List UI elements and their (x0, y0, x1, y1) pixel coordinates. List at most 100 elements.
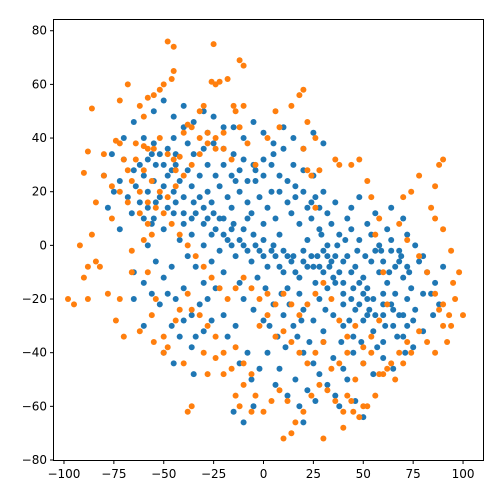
data-point (344, 253, 351, 260)
data-point (172, 167, 179, 174)
data-point (250, 119, 257, 125)
data-point (416, 258, 423, 265)
data-point (184, 253, 191, 260)
data-point (228, 242, 235, 249)
data-point (200, 242, 207, 249)
data-point (350, 349, 357, 356)
data-point (388, 360, 395, 367)
data-point (132, 156, 139, 163)
data-point (366, 306, 373, 313)
data-point (204, 215, 211, 222)
data-point (360, 344, 367, 351)
data-point (84, 263, 91, 270)
data-point (184, 290, 191, 297)
data-point (200, 220, 207, 227)
data-point (340, 279, 347, 286)
data-point (360, 317, 367, 324)
data-point (212, 172, 219, 179)
data-point (344, 376, 351, 383)
data-point (358, 339, 365, 345)
data-point (144, 242, 151, 249)
data-point (456, 269, 463, 276)
x-tick-label: 50 (356, 467, 371, 481)
data-point (156, 135, 163, 141)
data-point (216, 285, 223, 292)
data-point (180, 172, 187, 179)
data-point (326, 263, 333, 270)
data-point (304, 263, 311, 270)
data-point (200, 349, 207, 356)
data-point (300, 86, 307, 93)
data-point (250, 306, 257, 313)
data-point (308, 253, 315, 260)
data-point (196, 151, 203, 158)
data-point (144, 199, 151, 206)
data-point (172, 183, 179, 190)
data-point (348, 226, 355, 233)
data-point (92, 199, 99, 206)
data-point (170, 188, 177, 195)
data-point (240, 274, 247, 281)
data-point (332, 398, 339, 404)
x-tick-label: −50 (151, 467, 176, 481)
data-point (192, 253, 199, 260)
data-point (192, 333, 199, 340)
data-point (160, 226, 167, 233)
data-point (296, 312, 303, 319)
data-point (328, 365, 335, 372)
data-point (124, 194, 131, 201)
data-point (332, 279, 339, 286)
data-point (156, 188, 163, 195)
data-point (404, 339, 411, 345)
data-point (330, 274, 337, 281)
data-point (304, 360, 311, 367)
data-point (252, 242, 259, 249)
x-tick-label: 0 (260, 467, 268, 481)
data-point (150, 140, 157, 147)
data-point (380, 371, 387, 378)
data-point (416, 172, 423, 179)
data-point (284, 285, 291, 292)
data-point (220, 124, 227, 131)
data-point (356, 194, 363, 201)
data-point (170, 156, 177, 163)
data-point (76, 242, 83, 249)
data-point (270, 151, 277, 158)
data-point (236, 237, 243, 243)
data-point (196, 312, 203, 319)
data-point (312, 290, 319, 297)
data-point (400, 360, 407, 367)
data-point (396, 247, 403, 254)
data-point (396, 312, 403, 319)
data-point (176, 178, 183, 184)
data-point (244, 199, 251, 206)
data-point (256, 365, 263, 372)
data-point (304, 119, 311, 125)
data-point (228, 226, 235, 233)
data-point (378, 247, 385, 254)
data-point (144, 94, 151, 101)
data-point (188, 183, 195, 190)
data-point (308, 199, 315, 206)
x-tick-label: −100 (47, 467, 80, 481)
data-point (240, 226, 247, 233)
data-point (250, 403, 257, 410)
data-point (276, 124, 283, 131)
data-point (236, 57, 243, 64)
data-point (280, 312, 287, 319)
data-point (200, 263, 207, 270)
data-point (432, 183, 439, 190)
data-point (192, 210, 199, 217)
data-point (170, 210, 177, 217)
data-point (294, 333, 301, 340)
data-point (344, 333, 351, 340)
data-point (384, 365, 391, 372)
data-point (404, 263, 411, 270)
data-point (148, 312, 155, 319)
data-point (160, 81, 167, 88)
data-point (170, 68, 177, 74)
data-point (404, 231, 411, 238)
data-point (260, 317, 267, 324)
data-point (364, 220, 371, 227)
data-point (288, 301, 295, 308)
